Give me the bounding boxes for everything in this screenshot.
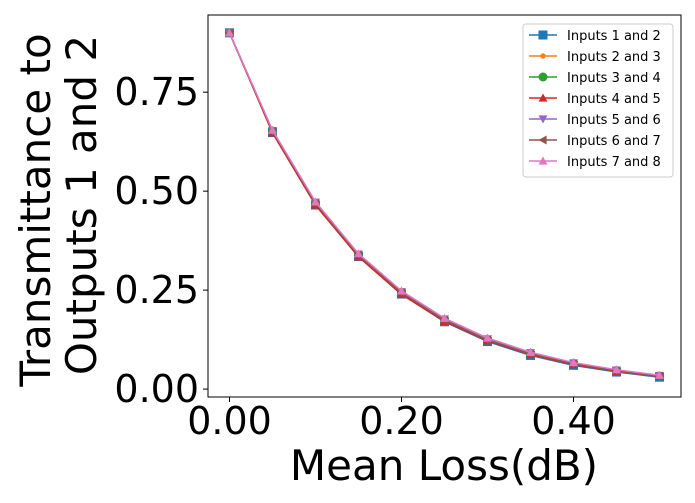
legend-item: Inputs 4 and 5 <box>529 92 661 107</box>
legend-label: Inputs 2 and 3 <box>567 50 661 65</box>
legend-label: Inputs 7 and 8 <box>567 155 661 170</box>
x-tick-label: 0.20 <box>359 399 444 443</box>
x-tick-label: 0.40 <box>531 399 616 443</box>
legend-item: Inputs 3 and 4 <box>529 71 661 86</box>
data-point <box>225 28 234 37</box>
legend-label: Inputs 6 and 7 <box>567 134 661 149</box>
data-point <box>569 358 578 367</box>
data-point <box>526 347 535 356</box>
data-point <box>612 365 621 374</box>
axis-ticks: 0.00 0.20 0.40 0.00 0.25 0.50 0.75 <box>114 70 615 443</box>
data-point <box>268 125 277 134</box>
y-axis-title: Transmittance to Outputs 1 and 2 <box>11 33 106 387</box>
y-tick-label: 0.50 <box>114 169 199 213</box>
legend-label: Inputs 3 and 4 <box>567 71 661 86</box>
series-7 <box>225 28 664 379</box>
legend-label: Inputs 4 and 5 <box>567 92 661 107</box>
data-point <box>354 249 363 258</box>
data-point <box>540 53 546 59</box>
x-axis-title: Mean Loss(dB) <box>290 441 598 490</box>
plot-frame <box>207 14 682 398</box>
data-point <box>311 197 320 206</box>
legend-label: Inputs 1 and 2 <box>567 29 661 44</box>
data-point <box>538 135 547 145</box>
legend-item: Inputs 7 and 8 <box>529 155 661 170</box>
y-tick-label: 0.75 <box>114 70 199 114</box>
legend: Inputs 1 and 2 Inputs 2 and 3 Inputs 3 and… <box>522 23 674 178</box>
plot-area <box>225 28 664 382</box>
data-point <box>538 72 548 82</box>
y-tick-label: 0.25 <box>114 268 199 312</box>
legend-box <box>522 23 674 178</box>
data-point <box>538 30 548 40</box>
data-point <box>655 370 664 379</box>
y-tick-label: 0.00 <box>114 367 199 411</box>
x-tick-label: 0.00 <box>187 399 272 443</box>
data-point <box>397 286 406 295</box>
y-axis-title-line-2: Outputs 1 and 2 <box>57 35 106 375</box>
data-point <box>440 313 449 322</box>
legend-item: Inputs 2 and 3 <box>529 50 661 65</box>
data-point <box>483 333 492 342</box>
legend-item: Inputs 1 and 2 <box>529 29 661 44</box>
data-point <box>538 115 548 124</box>
legend-item: Inputs 5 and 6 <box>529 113 661 128</box>
y-axis-title-line-1: Transmittance to <box>11 33 60 387</box>
data-point <box>538 156 548 165</box>
legend-item: Inputs 6 and 7 <box>529 134 661 149</box>
data-point <box>538 93 548 102</box>
legend-label: Inputs 5 and 6 <box>567 113 661 128</box>
